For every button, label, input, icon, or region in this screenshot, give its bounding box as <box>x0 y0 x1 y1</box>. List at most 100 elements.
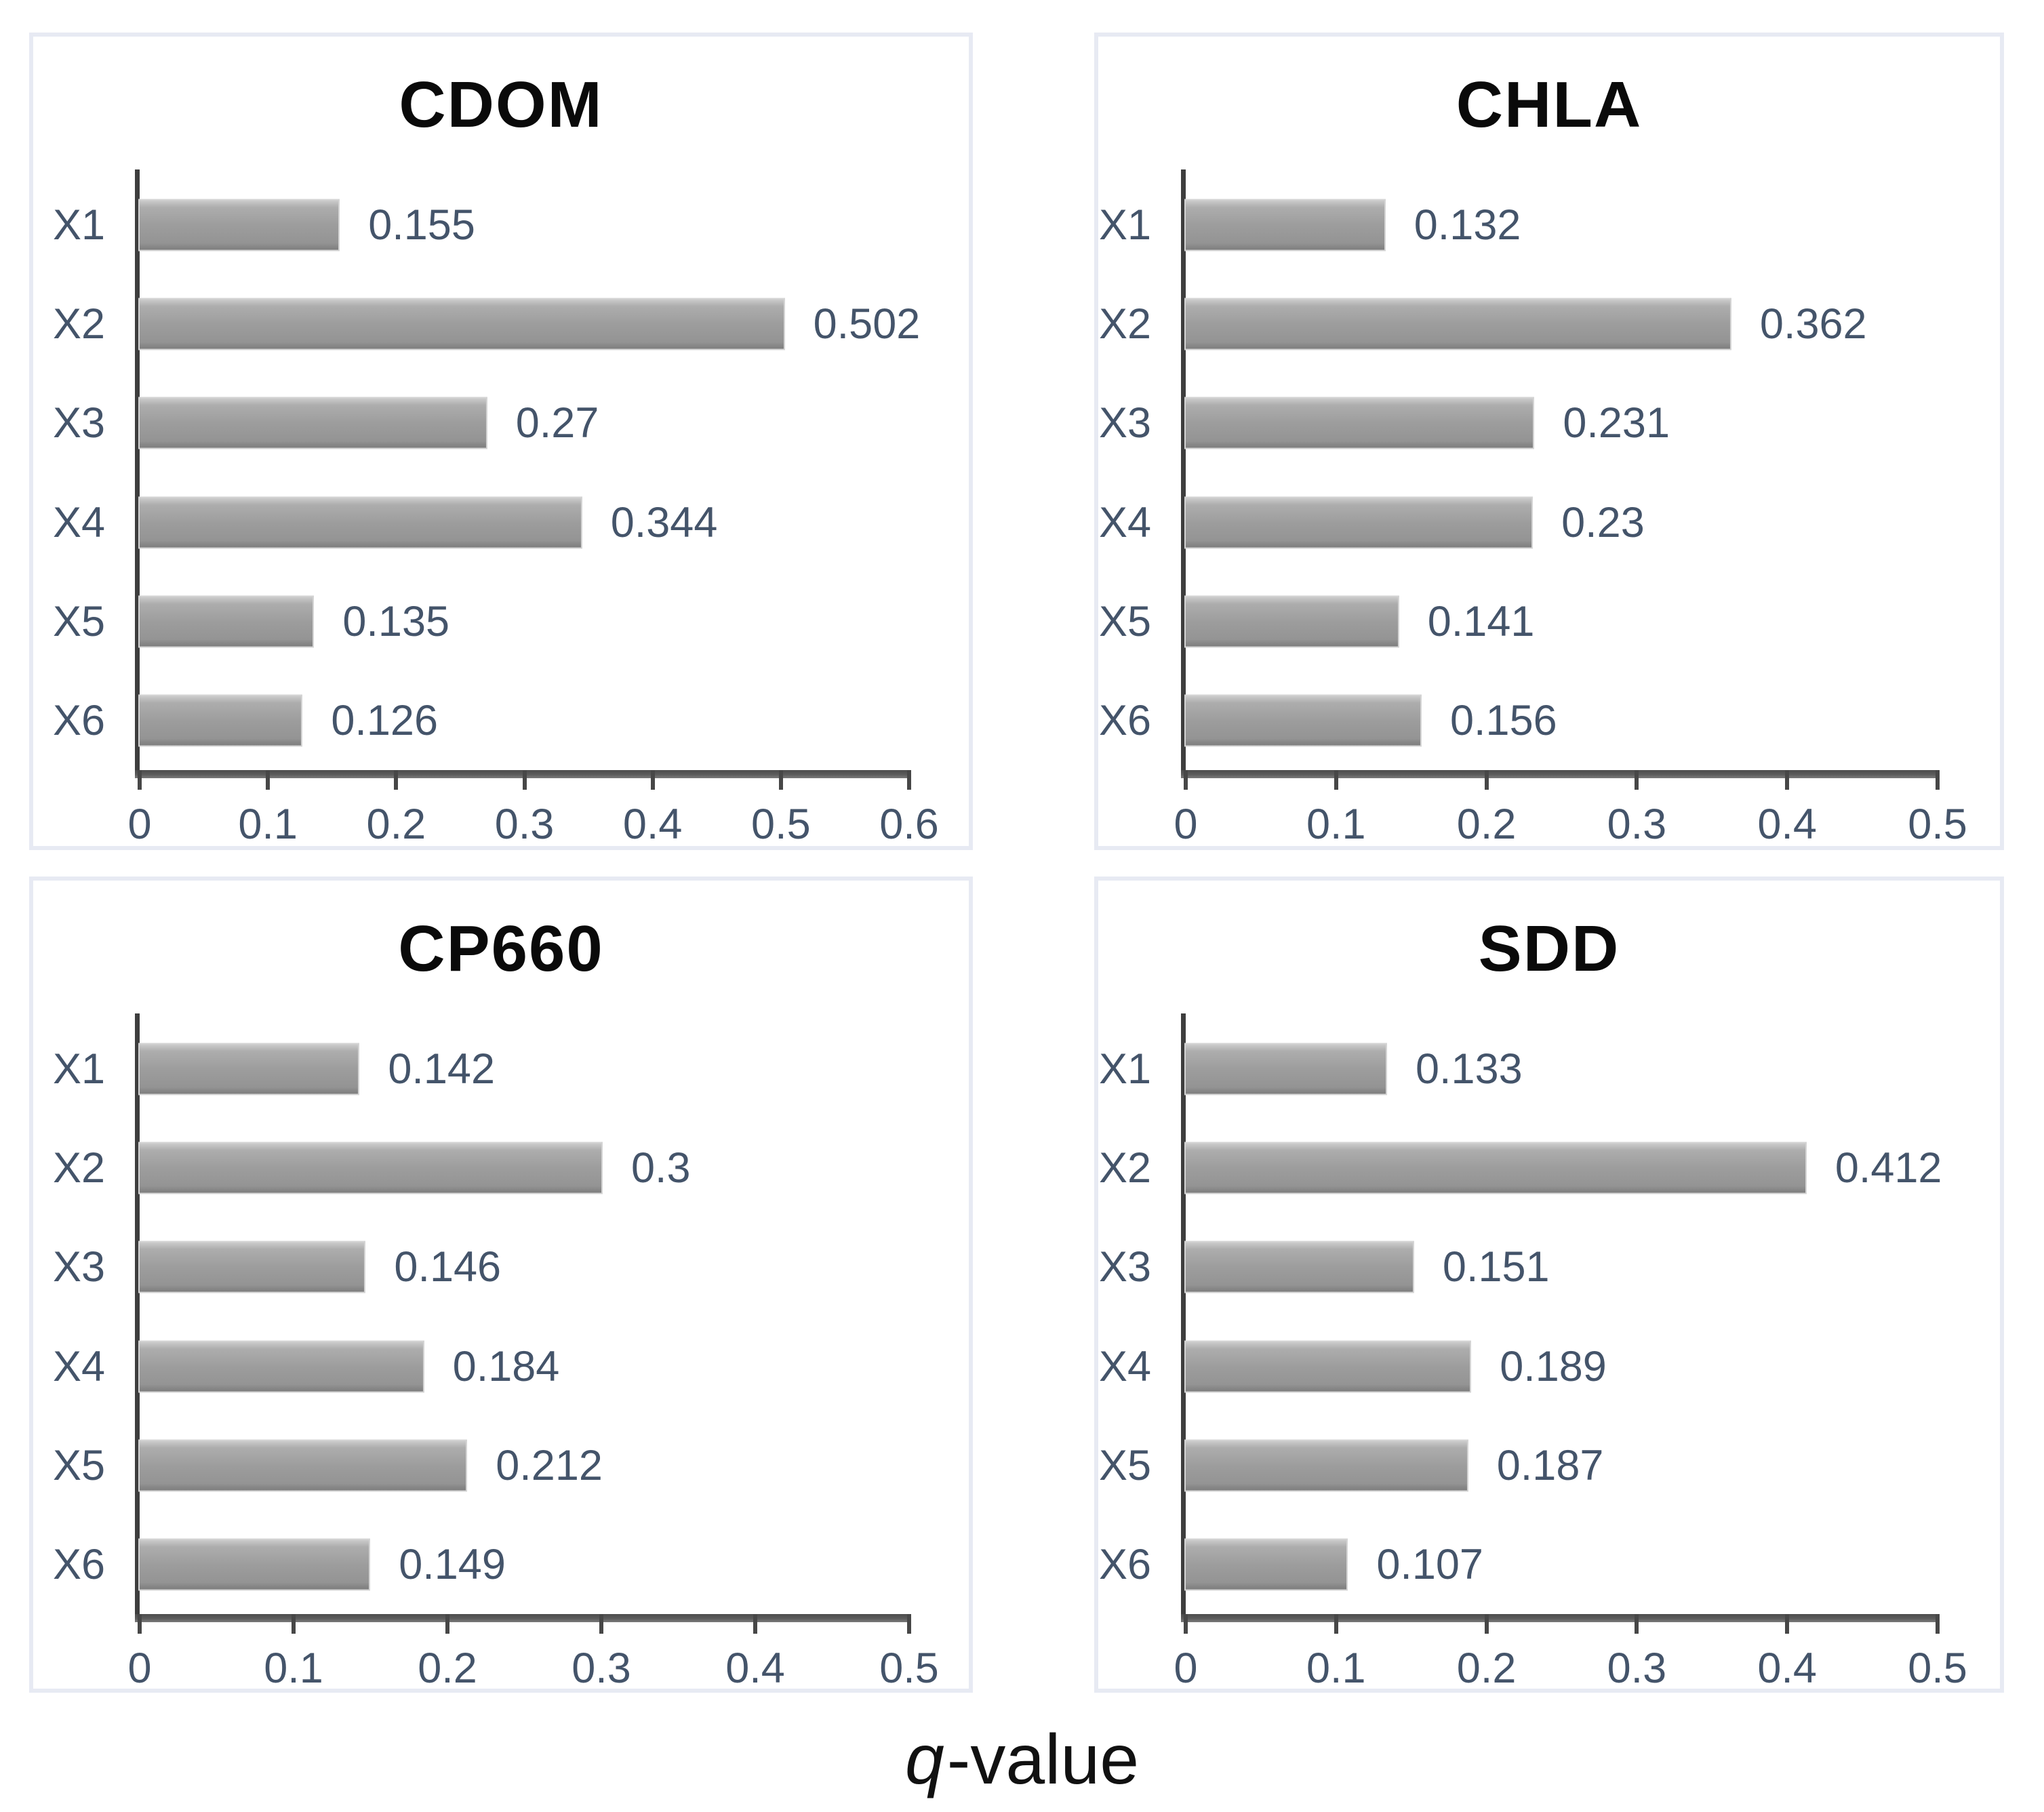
x-tick <box>778 770 783 790</box>
category-label: X2 <box>52 1144 105 1192</box>
x-tick <box>1484 770 1489 790</box>
x-tick <box>1785 770 1790 790</box>
bar <box>1186 398 1534 448</box>
bar <box>1186 1342 1470 1392</box>
x-tick-label: 0 <box>1174 1645 1198 1692</box>
chart-panel: CDOM X1 0.155 X2 0.502 X3 0.27 X4 0.344 X5 0.135 X… <box>29 33 973 850</box>
category-label: X4 <box>52 498 105 546</box>
bars-area: X1 0.142 X2 0.3 X3 0.146 X4 0.184 X5 0.212 X6 0.149 <box>33 1020 909 1614</box>
category-label: X4 <box>1098 1342 1151 1390</box>
x-tick <box>1785 1614 1790 1634</box>
bar <box>1186 696 1420 746</box>
bar-track: 0.133 <box>1186 1020 1938 1119</box>
x-tick-label: 0.5 <box>751 801 811 848</box>
chart-title: SDD <box>1478 912 1620 985</box>
x-axis-title-italic: q <box>904 1720 944 1799</box>
bar-row: X6 0.126 <box>33 671 909 770</box>
chart-panel: SDD X1 0.133 X2 0.412 X3 0.151 X4 0.189 X5 0.187 X… <box>1094 877 2004 1693</box>
bar-row: X1 0.142 <box>33 1020 909 1119</box>
category-label: X5 <box>52 1441 105 1489</box>
bar <box>140 200 339 250</box>
category-label: X3 <box>52 1243 105 1291</box>
x-tick <box>650 770 655 790</box>
category-label: X5 <box>52 597 105 645</box>
bar-track: 0.187 <box>1186 1416 1938 1515</box>
category-label: X3 <box>52 399 105 447</box>
bar-row: X3 0.27 <box>33 374 909 472</box>
bar-row: X2 0.3 <box>33 1119 909 1217</box>
x-tick-label: 0.2 <box>1456 801 1517 848</box>
value-label: 0.151 <box>1442 1243 1550 1291</box>
category-label: X6 <box>1098 696 1151 744</box>
x-tick-label: 0.3 <box>494 801 555 848</box>
x-tick-label: 0.2 <box>366 801 426 848</box>
bar <box>1186 597 1398 647</box>
x-tick <box>1936 770 1940 790</box>
bar-track: 0.231 <box>1186 374 1938 472</box>
bar-track: 0.155 <box>140 176 909 275</box>
value-label: 0.412 <box>1835 1144 1942 1192</box>
bar <box>140 597 313 647</box>
x-axis-ticks: 0 0.1 0.2 0.3 0.4 0.5 <box>127 1614 939 1695</box>
x-tick-label: 0.5 <box>1908 1645 1967 1692</box>
bar-track: 0.412 <box>1186 1119 1942 1217</box>
x-tick-label: 0.2 <box>418 1645 477 1692</box>
category-label: X4 <box>1098 498 1151 546</box>
bar-track: 0.151 <box>1186 1217 1938 1316</box>
chart-title: CP660 <box>398 912 604 985</box>
bar-row: X2 0.502 <box>33 275 920 374</box>
bar-track: 0.156 <box>1186 671 1938 770</box>
x-tick <box>1635 770 1639 790</box>
bar <box>140 1539 369 1590</box>
bar <box>140 1143 601 1193</box>
bar-track: 0.184 <box>140 1317 909 1416</box>
value-label: 0.362 <box>1759 300 1867 348</box>
bar-row: X1 0.155 <box>33 176 909 275</box>
chart-panel: CP660 X1 0.142 X2 0.3 X3 0.146 X4 0.184 X5 0.212 X… <box>29 877 973 1693</box>
y-axis-line <box>1181 1013 1186 1619</box>
x-tick-label: 0.1 <box>238 801 298 848</box>
value-label: 0.132 <box>1414 201 1521 249</box>
bars-area: X1 0.133 X2 0.412 X3 0.151 X4 0.189 X5 0.187 X6 0.1… <box>1098 1020 1942 1614</box>
bar-track: 0.146 <box>140 1217 909 1316</box>
x-tick-label: 0.1 <box>1306 1645 1366 1692</box>
bar-track: 0.212 <box>140 1416 909 1515</box>
bar <box>140 1342 423 1392</box>
x-axis-ticks: 0 0.1 0.2 0.3 0.4 0.5 0.6 <box>127 770 939 851</box>
bar <box>1186 1044 1386 1094</box>
bar <box>1186 200 1384 250</box>
x-tick <box>445 1614 449 1634</box>
x-tick <box>1184 770 1188 790</box>
bar <box>1186 1539 1347 1590</box>
bar-track: 0.189 <box>1186 1317 1938 1416</box>
bar-track: 0.23 <box>1186 473 1938 572</box>
y-axis-line <box>135 169 140 775</box>
x-tick <box>394 770 399 790</box>
value-label: 0.231 <box>1563 399 1670 447</box>
value-label: 0.135 <box>342 597 450 645</box>
category-label: X6 <box>52 1540 105 1588</box>
category-label: X2 <box>1098 300 1151 348</box>
x-tick-label: 0.3 <box>1607 801 1667 848</box>
x-axis-line <box>1181 770 1938 778</box>
x-tick <box>138 1614 142 1634</box>
value-label: 0.141 <box>1427 597 1535 645</box>
bar-row: X4 0.344 <box>33 473 909 572</box>
x-tick <box>1184 1614 1188 1634</box>
bar-row: X1 0.132 <box>1098 176 1938 275</box>
x-tick-label: 0.4 <box>1757 1645 1817 1692</box>
x-tick <box>907 1614 911 1634</box>
category-label: X1 <box>1098 1045 1151 1093</box>
x-tick <box>1334 1614 1338 1634</box>
bar-row: X5 0.135 <box>33 572 909 671</box>
bar-row: X1 0.133 <box>1098 1020 1938 1119</box>
bar-track: 0.107 <box>1186 1515 1938 1614</box>
category-label: X4 <box>52 1342 105 1390</box>
bar <box>1186 299 1730 349</box>
bar-track: 0.149 <box>140 1515 909 1614</box>
x-tick <box>292 1614 296 1634</box>
bar <box>140 299 784 349</box>
category-label: X5 <box>1098 597 1151 645</box>
bar <box>1186 1143 1805 1193</box>
x-tick <box>522 770 527 790</box>
